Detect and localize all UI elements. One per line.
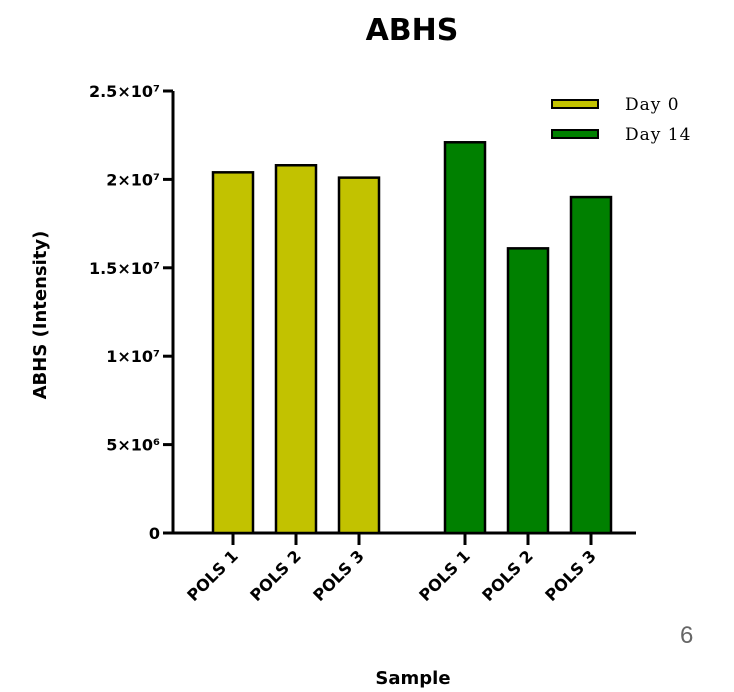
bar xyxy=(506,247,550,535)
x-tick-label: POLS 3 xyxy=(541,546,600,605)
legend-swatch xyxy=(551,129,599,139)
y-tick-label: 1×10⁷ xyxy=(106,347,160,366)
y-axis: 0 5×10⁶ 1×10⁷ 1.5×10⁷ 2×10⁷ 2.5×10⁷ xyxy=(89,82,175,543)
x-axis: POLS 1 POLS 2 POLS 3 POLS 1 POLS 2 POLS 3 xyxy=(171,531,636,605)
x-tick-label: POLS 1 xyxy=(183,546,242,605)
y-tick-label: 2.5×10⁷ xyxy=(89,82,160,101)
x-axis-label: Sample xyxy=(375,668,450,689)
x-tick-label: POLS 1 xyxy=(415,546,474,605)
bar xyxy=(274,164,318,535)
x-tick-label: POLS 2 xyxy=(246,546,305,605)
legend-label: Day 0 xyxy=(625,95,680,115)
x-tick-label: POLS 3 xyxy=(309,546,368,605)
y-tick-label: 0 xyxy=(149,524,160,543)
bar xyxy=(443,141,487,535)
bar xyxy=(211,171,255,535)
y-tick-label: 2×10⁷ xyxy=(106,170,160,189)
y-tick-label: 5×10⁶ xyxy=(106,436,160,455)
bar xyxy=(569,195,613,535)
page-number: 6 xyxy=(680,622,694,649)
x-tick-label: POLS 2 xyxy=(478,546,537,605)
y-tick-label: 1.5×10⁷ xyxy=(89,259,160,278)
legend: Day 0 Day 14 xyxy=(551,95,691,145)
bar xyxy=(337,176,381,535)
chart-title: ABHS xyxy=(366,13,459,48)
bars xyxy=(211,141,613,535)
legend-swatch xyxy=(551,99,599,109)
y-axis-label: ABHS (Intensity) xyxy=(30,231,51,400)
legend-label: Day 14 xyxy=(625,125,691,145)
